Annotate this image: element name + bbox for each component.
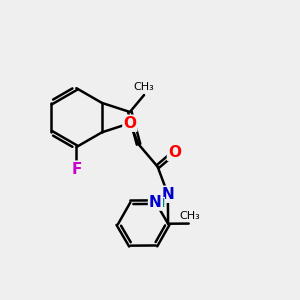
Text: N: N: [161, 187, 174, 202]
Text: O: O: [123, 116, 136, 131]
Text: O: O: [168, 145, 181, 160]
Text: N: N: [149, 195, 162, 210]
Text: CH₃: CH₃: [134, 82, 154, 92]
Text: H: H: [154, 197, 165, 210]
Text: F: F: [71, 162, 82, 177]
Text: CH₃: CH₃: [180, 211, 200, 220]
